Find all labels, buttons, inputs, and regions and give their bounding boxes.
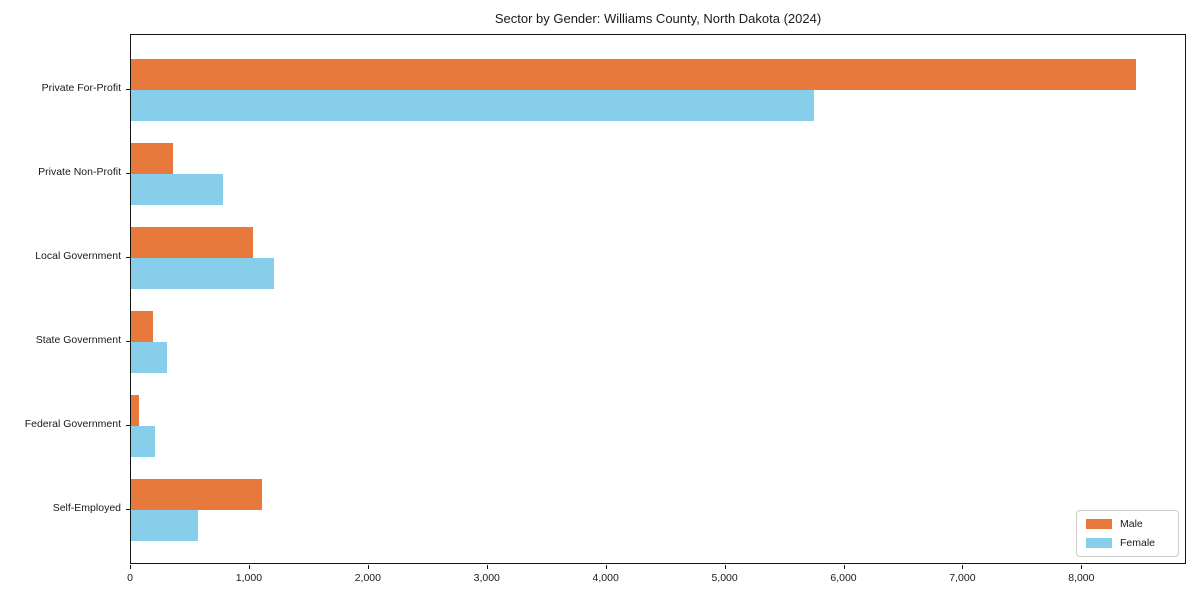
category-label-local-government: Local Government bbox=[35, 250, 121, 263]
legend-label-male: Male bbox=[1119, 518, 1143, 530]
legend-item-female: Female bbox=[1085, 537, 1169, 549]
category-label-self-employed: Self-Employed bbox=[52, 501, 121, 514]
x-tick-label: 0 bbox=[127, 572, 133, 584]
x-tick-label: 2,000 bbox=[354, 572, 381, 584]
female-series-swatch bbox=[1085, 538, 1112, 548]
category-label-private-non-profit: Private Non-Profit bbox=[38, 166, 121, 179]
bar-male-federal-government bbox=[131, 394, 139, 426]
bar-female-state-government bbox=[131, 341, 167, 374]
x-tick-mark bbox=[724, 565, 726, 569]
bar-male-local-government bbox=[131, 226, 253, 259]
y-tick-mark bbox=[126, 89, 130, 91]
plot-area: Male Female bbox=[130, 34, 1186, 564]
bar-male-private-non-profit bbox=[131, 143, 174, 175]
x-tick-label: 3,000 bbox=[473, 572, 500, 584]
legend-label-female: Female bbox=[1119, 537, 1155, 549]
x-tick-label: 4,000 bbox=[592, 572, 619, 584]
x-tick-label: 5,000 bbox=[711, 572, 738, 584]
legend-item-male: Male bbox=[1085, 518, 1169, 530]
legend: Male Female bbox=[1075, 510, 1179, 557]
bar-female-self-employed bbox=[131, 509, 199, 541]
x-tick-mark bbox=[367, 565, 369, 569]
x-tick-mark bbox=[486, 565, 488, 569]
y-tick-mark bbox=[126, 508, 130, 510]
x-tick-mark bbox=[843, 565, 845, 569]
x-tick-label: 8,000 bbox=[1068, 572, 1095, 584]
y-tick-mark bbox=[126, 340, 130, 342]
male-series-swatch bbox=[1085, 519, 1112, 529]
bar-female-private-non-profit bbox=[131, 174, 224, 206]
category-label-federal-government: Federal Government bbox=[24, 417, 121, 430]
bar-female-private-for-profit bbox=[131, 90, 815, 122]
category-label-state-government: State Government bbox=[35, 333, 121, 346]
x-tick-mark bbox=[962, 565, 964, 569]
chart-title: Sector by Gender: Williams County, North… bbox=[494, 11, 822, 26]
bar-male-state-government bbox=[131, 310, 153, 342]
category-label-private-for-profit: Private For-Profit bbox=[41, 82, 121, 95]
y-tick-mark bbox=[126, 257, 130, 259]
x-tick-label: 6,000 bbox=[830, 572, 857, 584]
y-tick-mark bbox=[126, 424, 130, 426]
bar-male-private-for-profit bbox=[131, 59, 1137, 91]
x-tick-label: 1,000 bbox=[235, 572, 263, 584]
x-tick-mark bbox=[1081, 565, 1083, 569]
x-tick-mark bbox=[248, 565, 250, 569]
x-tick-mark bbox=[605, 565, 607, 569]
bar-male-self-employed bbox=[131, 478, 262, 510]
x-tick-label: 7,000 bbox=[949, 572, 976, 584]
bar-female-local-government bbox=[131, 258, 274, 290]
x-tick-mark bbox=[130, 565, 131, 569]
bar-female-federal-government bbox=[131, 425, 156, 457]
y-tick-mark bbox=[126, 173, 130, 175]
